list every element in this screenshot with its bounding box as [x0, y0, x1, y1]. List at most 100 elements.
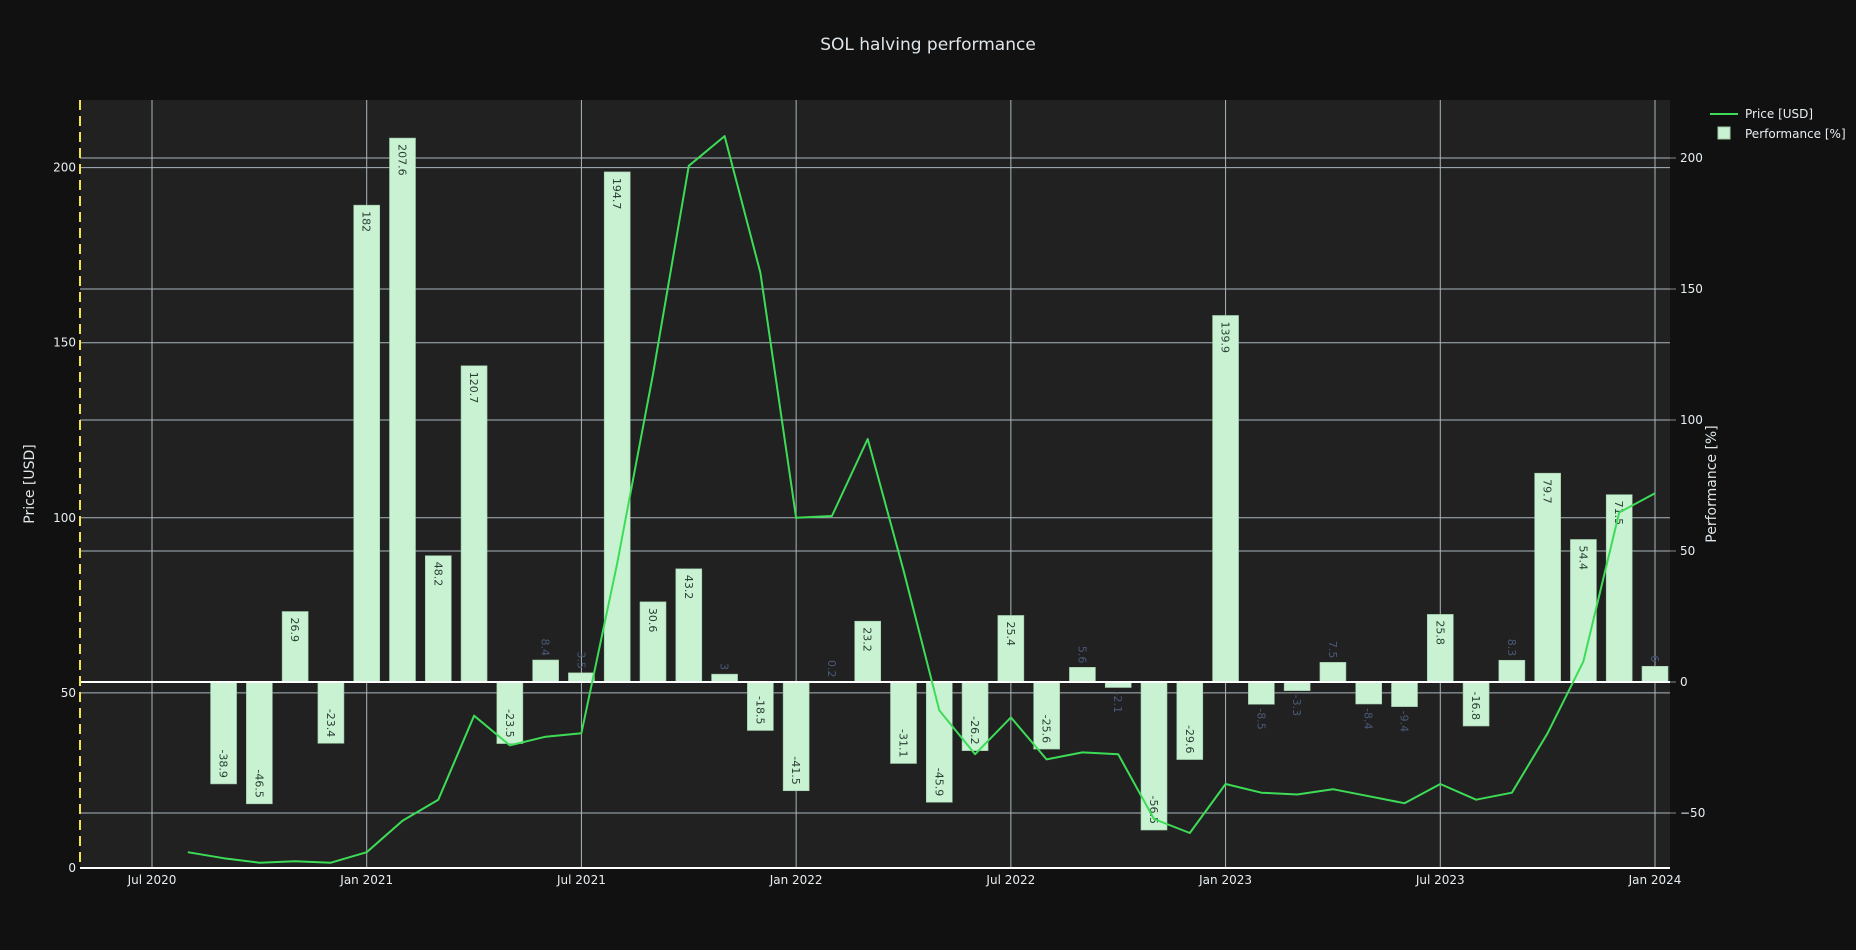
bar-value-label: 194.7 [610, 178, 623, 210]
bar[interactable]: 5.6 [1069, 646, 1096, 683]
bar-rect[interactable] [747, 681, 774, 731]
bar[interactable]: 194.7 [603, 171, 631, 683]
y-tick-left: 50 [61, 686, 76, 700]
bar-rect[interactable] [1641, 665, 1669, 683]
bar[interactable]: -16.8 [1462, 681, 1490, 727]
x-tick: Jul 2020 [127, 873, 177, 887]
bar-rect[interactable] [1605, 494, 1633, 683]
bar-rect[interactable] [1534, 472, 1561, 683]
bar-value-label: 26.9 [288, 618, 301, 643]
bar-rect[interactable] [1498, 659, 1526, 683]
bar[interactable]: -41.5 [782, 681, 810, 792]
bar-rect[interactable] [353, 204, 381, 683]
bar-rect[interactable] [925, 681, 953, 803]
plot-area[interactable] [80, 100, 1670, 868]
bar-rect[interactable] [603, 171, 631, 683]
bar-rect[interactable] [281, 611, 309, 683]
bar[interactable]: -23.5 [496, 681, 524, 744]
bar[interactable]: -18.5 [747, 681, 774, 731]
y-tick-right: 150 [1680, 282, 1703, 296]
bar[interactable]: 48.2 [424, 555, 452, 683]
bar[interactable]: -56.5 [1140, 681, 1168, 831]
bar[interactable]: 71.5 [1605, 494, 1633, 683]
bar[interactable]: 25.4 [997, 615, 1025, 683]
bar-rect[interactable] [1283, 681, 1311, 691]
y-tick-left: 200 [53, 161, 76, 175]
bar[interactable]: 207.6 [389, 137, 416, 683]
bar[interactable]: -23.4 [317, 681, 345, 744]
bar[interactable]: 26.9 [281, 611, 309, 683]
y-tick-right: −50 [1680, 806, 1705, 820]
bar[interactable]: 25.8 [1426, 614, 1454, 683]
bar[interactable]: -3.3 [1283, 681, 1311, 716]
bar[interactable]: 43.2 [675, 568, 703, 683]
bar-rect[interactable] [210, 681, 237, 785]
performance-bars[interactable]: -38.9 -46.5 26.9 -23.4 182 207.6 48.2 120.7 -23.… [210, 137, 1669, 831]
bar-value-label: -23.5 [503, 709, 516, 737]
y-tick-right: 0 [1680, 675, 1688, 689]
legend[interactable]: Price [USD] Performance [%] [1710, 107, 1846, 141]
bar-rect[interactable] [246, 681, 273, 805]
bar-value-label: 207.6 [396, 144, 409, 176]
bar-value-label: 79.7 [1541, 479, 1554, 504]
bar-rect[interactable] [997, 615, 1025, 683]
bar-rect[interactable] [1248, 681, 1275, 705]
bar-rect[interactable] [568, 672, 595, 683]
bar-rect[interactable] [675, 568, 703, 683]
bar-rect[interactable] [317, 681, 345, 744]
x-tick: Jan 2021 [339, 873, 393, 887]
bar[interactable]: 30.6 [639, 601, 667, 683]
legend-item-price[interactable]: Price [USD] [1710, 107, 1813, 121]
bar-rect[interactable] [782, 681, 810, 792]
bar[interactable]: 8.3 [1498, 639, 1526, 683]
bar-rect[interactable] [1212, 315, 1239, 683]
bar-rect[interactable] [1355, 681, 1383, 705]
bar-rect[interactable] [532, 659, 559, 683]
bar[interactable]: 120.7 [460, 365, 488, 683]
bar-rect[interactable] [1176, 681, 1204, 760]
bar-rect[interactable] [1426, 614, 1454, 683]
bar[interactable]: -29.6 [1176, 681, 1204, 760]
bar[interactable]: -45.9 [925, 681, 953, 803]
bar[interactable]: -2.1 [1104, 681, 1132, 713]
bar-rect[interactable] [496, 681, 524, 744]
bar[interactable]: -9.4 [1391, 681, 1418, 732]
bar[interactable]: 79.7 [1534, 472, 1561, 683]
bar[interactable]: 3.5 [568, 651, 595, 683]
bar-value-label: 3.5 [574, 651, 587, 669]
bar-rect[interactable] [711, 673, 738, 683]
bar-rect[interactable] [1033, 681, 1060, 750]
price-line[interactable] [187, 135, 1656, 864]
bar-rect[interactable] [1319, 662, 1347, 683]
bar[interactable]: -26.2 [961, 681, 989, 751]
bar[interactable]: -25.6 [1033, 681, 1060, 750]
bar[interactable]: 7.5 [1319, 641, 1347, 683]
axes: 0 50 100 150 200 −50 0 50 100 150 200 Jul 2020 Jan 2… [53, 100, 1705, 887]
bar-rect[interactable] [1391, 681, 1418, 707]
bar-value-label: 48.2 [431, 562, 444, 587]
bar-value-label: -2.1 [1111, 692, 1124, 713]
bar[interactable]: -38.9 [210, 681, 237, 785]
bar[interactable]: 23.2 [854, 620, 882, 683]
bar-value-label: 139.9 [1219, 321, 1232, 353]
bar-rect[interactable] [1462, 681, 1490, 727]
bar[interactable]: -46.5 [246, 681, 273, 805]
legend-item-performance[interactable]: Performance [%] [1717, 126, 1846, 141]
price-polyline[interactable] [187, 135, 1656, 864]
bar[interactable]: -31.1 [890, 681, 917, 764]
bar[interactable]: 182 [353, 204, 381, 683]
legend-label-price: Price [USD] [1745, 107, 1813, 121]
x-tick: Jan 2024 [1628, 873, 1682, 887]
bar-rect[interactable] [890, 681, 917, 764]
bar-value-label: 23.2 [861, 627, 874, 652]
bar-rect[interactable] [639, 601, 667, 683]
bar-rect[interactable] [1069, 667, 1096, 683]
bar[interactable]: -8.4 [1355, 681, 1383, 729]
bar-rect[interactable] [854, 620, 882, 683]
bar[interactable]: -8.5 [1248, 681, 1275, 730]
bar-rect[interactable] [389, 137, 416, 683]
bar-rect[interactable] [961, 681, 989, 751]
bar[interactable]: 139.9 [1212, 315, 1239, 683]
bar-rect[interactable] [460, 365, 488, 683]
